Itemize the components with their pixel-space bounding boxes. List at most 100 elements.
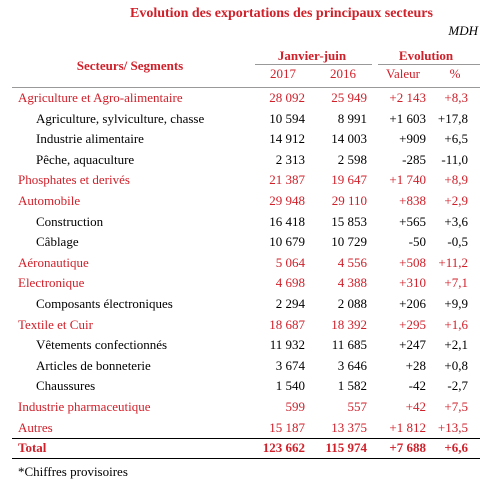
column-header: % (449, 66, 461, 81)
cell: 4 388 (337, 275, 367, 291)
cell: 11 685 (331, 337, 367, 353)
cell: -285 (402, 151, 426, 167)
cell: +17,8 (437, 110, 468, 126)
cell: 15 187 (269, 419, 305, 435)
cell: 123 662 (262, 440, 305, 456)
cell: 1 540 (275, 378, 305, 394)
row-label: Construction (36, 213, 104, 229)
cell: 25 949 (331, 90, 367, 105)
row-label: Câblage (36, 234, 79, 250)
cell: +310 (399, 275, 426, 291)
cell: +13,5 (437, 419, 468, 435)
cell: +508 (399, 254, 426, 270)
row-label: Total (18, 440, 47, 456)
cell: +9,9 (444, 296, 468, 311)
cell: +11,2 (438, 254, 468, 270)
row-label: Industrie pharmaceutique (18, 399, 151, 414)
row-label: Textile et Cuir (18, 316, 93, 332)
row-label: Industrie alimentaire (36, 131, 144, 147)
cell: +565 (399, 213, 426, 229)
cell: +1,6 (444, 316, 468, 332)
cell: 10 729 (331, 234, 367, 250)
cell: 5 064 (275, 254, 305, 270)
cell: +838 (399, 193, 426, 208)
rule (12, 87, 480, 88)
cell: 557 (347, 399, 368, 414)
column-header: 2016 (330, 66, 356, 81)
cell: 29 948 (269, 193, 305, 208)
row-label: Composants électroniques (36, 296, 173, 311)
cell: +8,9 (444, 172, 468, 188)
row-label: Pêche, aquaculture (36, 151, 135, 167)
cell: 2 088 (337, 296, 367, 311)
cell: 29 110 (331, 193, 367, 208)
cell: 599 (285, 399, 306, 414)
row-label: Vêtements confectionnés (36, 337, 168, 353)
column-header: 2017 (270, 66, 296, 81)
rule (12, 458, 480, 460)
cell: 3 674 (275, 357, 305, 373)
cell: +7,1 (444, 275, 468, 291)
cell: 13 375 (331, 419, 367, 435)
cell: 14 912 (269, 131, 305, 147)
cell: +6,6 (444, 440, 468, 456)
row-label: Agriculture, sylviculture, chasse (36, 110, 205, 126)
cell: 2 313 (275, 151, 305, 167)
cell: 8 991 (337, 110, 367, 126)
footnote: *Chiffres provisoires (18, 463, 128, 479)
period-header: Janvier-juin (277, 48, 347, 63)
row-label: Chaussures (36, 378, 96, 394)
cell: +3,6 (444, 213, 468, 229)
cell: 115 974 (325, 440, 367, 456)
cell: 16 418 (269, 213, 305, 229)
row-label: Articles de bonneterie (36, 357, 151, 373)
cell: +247 (399, 337, 426, 353)
cell: +1 812 (389, 419, 426, 435)
cell: +7,5 (444, 399, 468, 414)
cell: 19 647 (331, 172, 367, 188)
cell: -50 (408, 234, 426, 250)
cell: -2,7 (447, 378, 468, 394)
cell: 2 294 (275, 296, 305, 311)
unit: MDH (448, 23, 478, 38)
cell: 1 582 (337, 378, 367, 394)
row-label: Aéronautique (18, 254, 89, 270)
row-label: Phosphates et derivés (18, 172, 130, 188)
row-label: Automobile (18, 193, 81, 208)
cell: +42 (405, 399, 426, 414)
cell: 10 679 (269, 234, 305, 250)
cell: 15 853 (331, 213, 367, 229)
row-label: Electronique (18, 275, 85, 291)
cell: 18 392 (331, 316, 367, 332)
rule (255, 64, 372, 65)
cell: +0,8 (444, 357, 468, 373)
evolution-header: Evolution (398, 48, 454, 63)
cell: -11,0 (441, 151, 468, 167)
cell: +8,3 (444, 90, 468, 105)
cell: -0,5 (447, 234, 468, 250)
cell: +2,1 (444, 337, 468, 353)
cell: 2 598 (337, 151, 367, 167)
row-label: Autres (18, 419, 53, 435)
cell: 3 646 (337, 357, 367, 373)
cell: +1 740 (389, 172, 426, 188)
rule (378, 64, 480, 65)
cell: +295 (399, 316, 426, 332)
cell: 18 687 (269, 316, 305, 332)
cell: -42 (408, 378, 426, 394)
cell: 11 932 (269, 337, 305, 353)
cell: +909 (399, 131, 426, 147)
rule (12, 438, 480, 440)
cell: 14 003 (331, 131, 367, 147)
cell: 4 556 (337, 254, 367, 270)
row-label: Agriculture et Agro-alimentaire (18, 90, 183, 105)
cell: 4 698 (275, 275, 305, 291)
cell: +2,9 (444, 193, 468, 208)
title: Evolution des exportations des principau… (130, 6, 433, 21)
sector-header: Secteurs/ Segments (76, 58, 184, 73)
cell: 21 387 (269, 172, 305, 188)
cell: 28 092 (269, 90, 305, 105)
cell: +2 143 (389, 90, 426, 105)
cell: +7 688 (389, 440, 426, 456)
